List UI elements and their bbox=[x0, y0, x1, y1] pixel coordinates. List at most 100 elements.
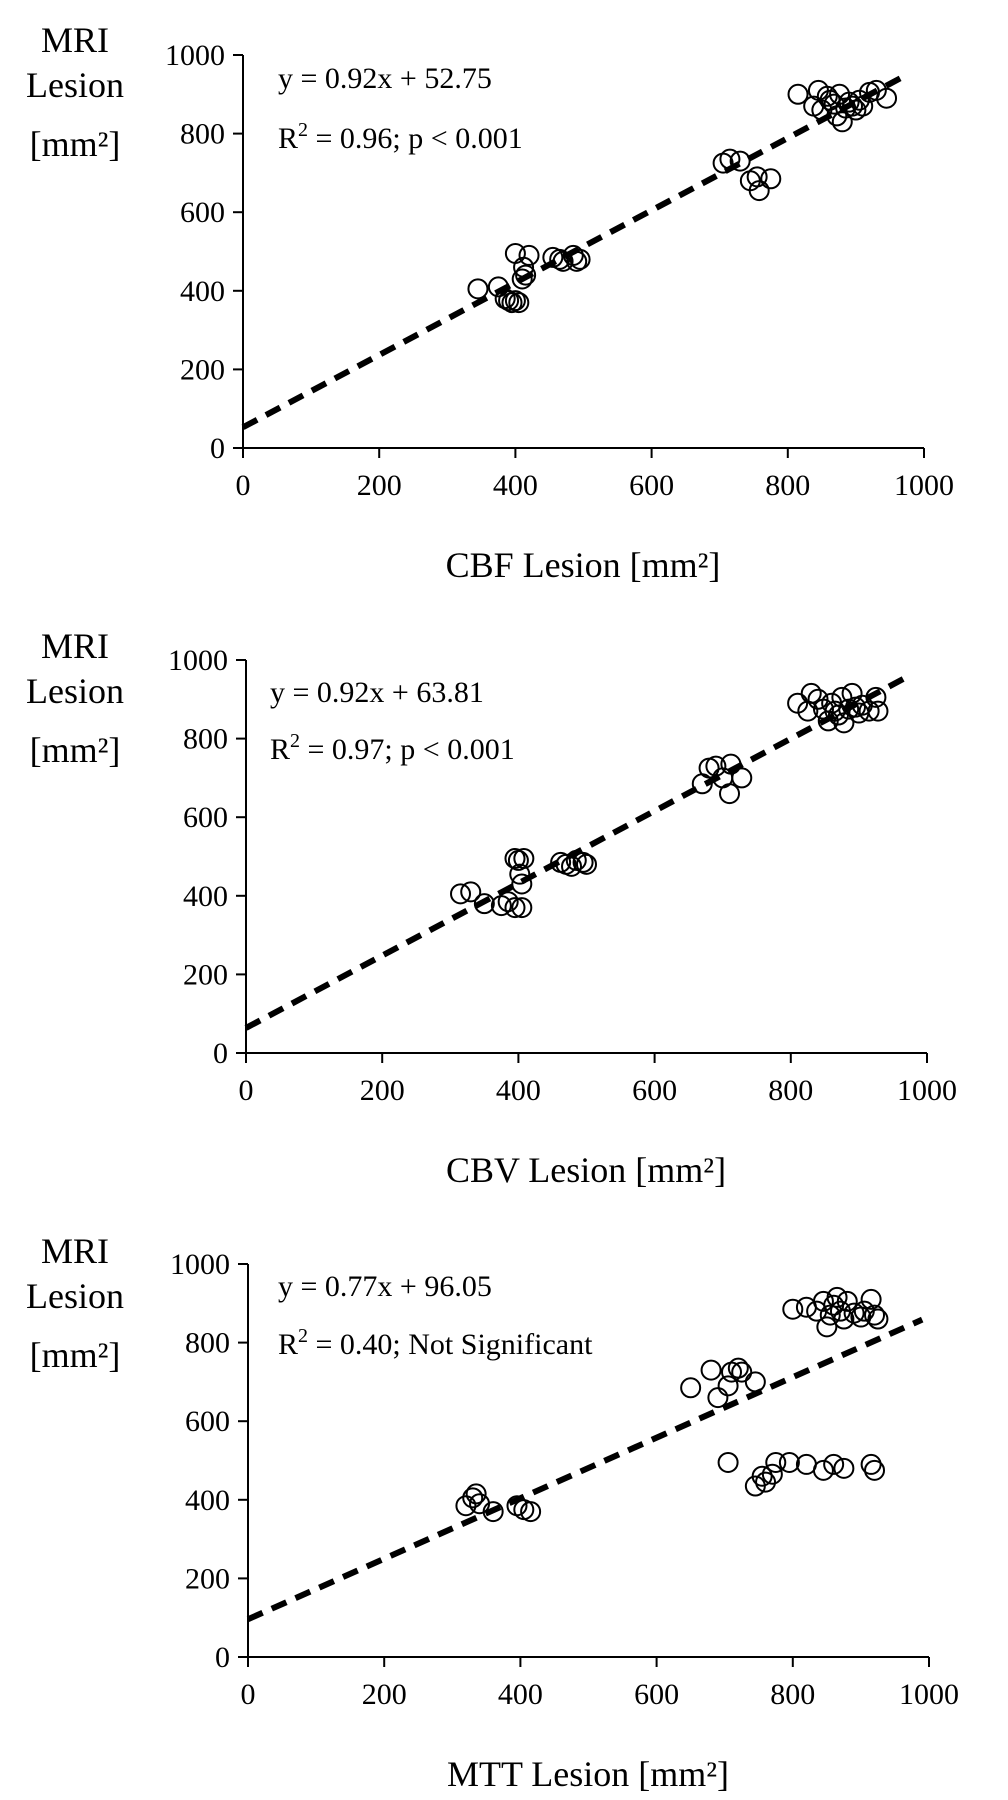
y-axis-label-line1: MRI bbox=[41, 1231, 109, 1271]
data-point bbox=[729, 150, 751, 172]
y-axis-label-line3: [mm²] bbox=[30, 1335, 121, 1375]
data-point bbox=[867, 1308, 889, 1330]
y-tick-label: 800 bbox=[183, 723, 228, 756]
data-point bbox=[712, 152, 734, 174]
data-point bbox=[867, 700, 889, 722]
data-point bbox=[473, 893, 495, 915]
data-point bbox=[462, 1487, 484, 1509]
r-squared-superscript: 2 bbox=[298, 1325, 308, 1347]
data-point bbox=[511, 268, 533, 290]
data-point bbox=[727, 1357, 749, 1379]
data-point bbox=[705, 755, 727, 777]
data-point bbox=[838, 91, 860, 113]
chart-panel-cbf: MRI Lesion [mm²] y = 0.92x + 52.75 R2 = … bbox=[26, 20, 954, 585]
data-point bbox=[498, 290, 520, 312]
data-point bbox=[816, 85, 838, 107]
x-tick-marks: 0 200 400 600 800 1000 bbox=[241, 1657, 959, 1711]
data-point bbox=[850, 1306, 872, 1328]
data-points-group bbox=[450, 682, 889, 919]
data-point bbox=[852, 95, 874, 117]
x-tick-label: 1000 bbox=[899, 1678, 959, 1711]
data-point bbox=[511, 897, 533, 919]
y-tick-label: 200 bbox=[185, 1562, 230, 1595]
data-point bbox=[731, 1361, 753, 1383]
y-tick-label: 400 bbox=[180, 275, 225, 308]
data-point bbox=[833, 1457, 855, 1479]
data-point bbox=[761, 1463, 783, 1485]
r-squared-prefix: R bbox=[278, 122, 298, 155]
data-point bbox=[833, 712, 855, 734]
data-point bbox=[807, 688, 829, 710]
data-point bbox=[513, 847, 535, 869]
data-point bbox=[858, 700, 880, 722]
data-point bbox=[746, 166, 768, 188]
chart-panel-cbv: MRI Lesion [mm²] y = 0.92x + 63.81 R2 = … bbox=[26, 626, 957, 1190]
x-tick-label: 600 bbox=[632, 1074, 677, 1107]
data-point bbox=[800, 682, 822, 704]
data-point bbox=[787, 83, 809, 105]
data-point bbox=[720, 753, 742, 775]
y-tick-label: 1000 bbox=[165, 39, 225, 72]
data-point bbox=[509, 863, 531, 885]
data-point bbox=[831, 686, 853, 708]
data-point bbox=[515, 264, 537, 286]
regression-line bbox=[246, 1316, 924, 1622]
r-squared-text: R2 = 0.96; p < 0.001 bbox=[278, 119, 523, 155]
data-point bbox=[823, 1453, 845, 1475]
data-point bbox=[549, 248, 571, 270]
data-point bbox=[876, 87, 898, 109]
y-axis-label-line3: [mm²] bbox=[30, 124, 121, 164]
y-axis-label-line1: MRI bbox=[41, 20, 109, 60]
chart-panel-mtt: MRI Lesion [mm²] y = 0.77x + 96.05 R2 = … bbox=[26, 1231, 959, 1794]
data-point bbox=[504, 847, 526, 869]
data-point bbox=[576, 853, 597, 875]
data-point bbox=[700, 1359, 722, 1381]
data-point bbox=[501, 292, 523, 314]
x-tick-label: 200 bbox=[357, 469, 402, 502]
data-point bbox=[717, 1375, 739, 1397]
data-point bbox=[566, 250, 588, 272]
data-point bbox=[812, 1290, 834, 1312]
data-point bbox=[864, 1304, 886, 1326]
data-point bbox=[819, 1304, 841, 1326]
regression-equation: y = 0.92x + 63.81 bbox=[270, 676, 484, 709]
y-axis-label-line2: Lesion bbox=[26, 1276, 124, 1316]
y-tick-label: 600 bbox=[180, 196, 225, 229]
y-tick-label: 1000 bbox=[168, 644, 228, 677]
r-squared-text: R2 = 0.40; Not Significant bbox=[278, 1325, 593, 1361]
data-point bbox=[561, 855, 583, 877]
data-point bbox=[460, 881, 482, 903]
data-point bbox=[465, 1483, 487, 1505]
data-point bbox=[865, 686, 887, 708]
data-points-group bbox=[455, 1286, 889, 1523]
y-tick-label: 600 bbox=[185, 1405, 230, 1438]
data-point bbox=[518, 244, 540, 266]
data-point bbox=[755, 1471, 777, 1493]
r-squared-superscript: 2 bbox=[298, 119, 308, 141]
data-point bbox=[552, 250, 574, 272]
data-point bbox=[569, 248, 591, 270]
data-point bbox=[572, 851, 594, 873]
data-point bbox=[504, 242, 526, 264]
y-axis-label-line2: Lesion bbox=[26, 65, 124, 105]
x-tick-marks: 0 200 400 600 800 1000 bbox=[236, 448, 954, 502]
data-point bbox=[511, 873, 533, 895]
data-point bbox=[497, 891, 519, 913]
data-point bbox=[508, 292, 530, 314]
data-point bbox=[719, 148, 741, 170]
x-tick-label: 800 bbox=[768, 1074, 813, 1107]
x-tick-label: 600 bbox=[634, 1678, 679, 1711]
data-point bbox=[778, 1451, 800, 1473]
data-point bbox=[680, 1377, 702, 1399]
x-tick-label: 0 bbox=[241, 1678, 256, 1711]
data-point bbox=[504, 897, 526, 919]
r-squared-prefix: R bbox=[270, 733, 290, 766]
x-tick-label: 1000 bbox=[894, 469, 954, 502]
data-point bbox=[765, 1451, 787, 1473]
data-point bbox=[860, 1453, 882, 1475]
y-tick-label: 800 bbox=[185, 1327, 230, 1360]
y-tick-label: 1000 bbox=[170, 1248, 230, 1281]
regression-equation: y = 0.92x + 52.75 bbox=[278, 62, 492, 95]
x-axis-label: CBF Lesion [mm²] bbox=[446, 545, 721, 585]
